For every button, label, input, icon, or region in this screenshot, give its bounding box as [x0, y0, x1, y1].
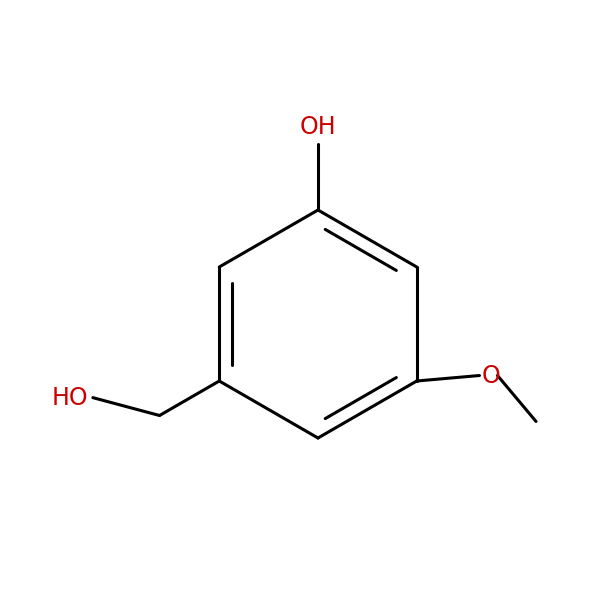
Text: HO: HO: [52, 386, 88, 410]
Text: OH: OH: [299, 115, 337, 139]
Text: O: O: [482, 364, 500, 388]
